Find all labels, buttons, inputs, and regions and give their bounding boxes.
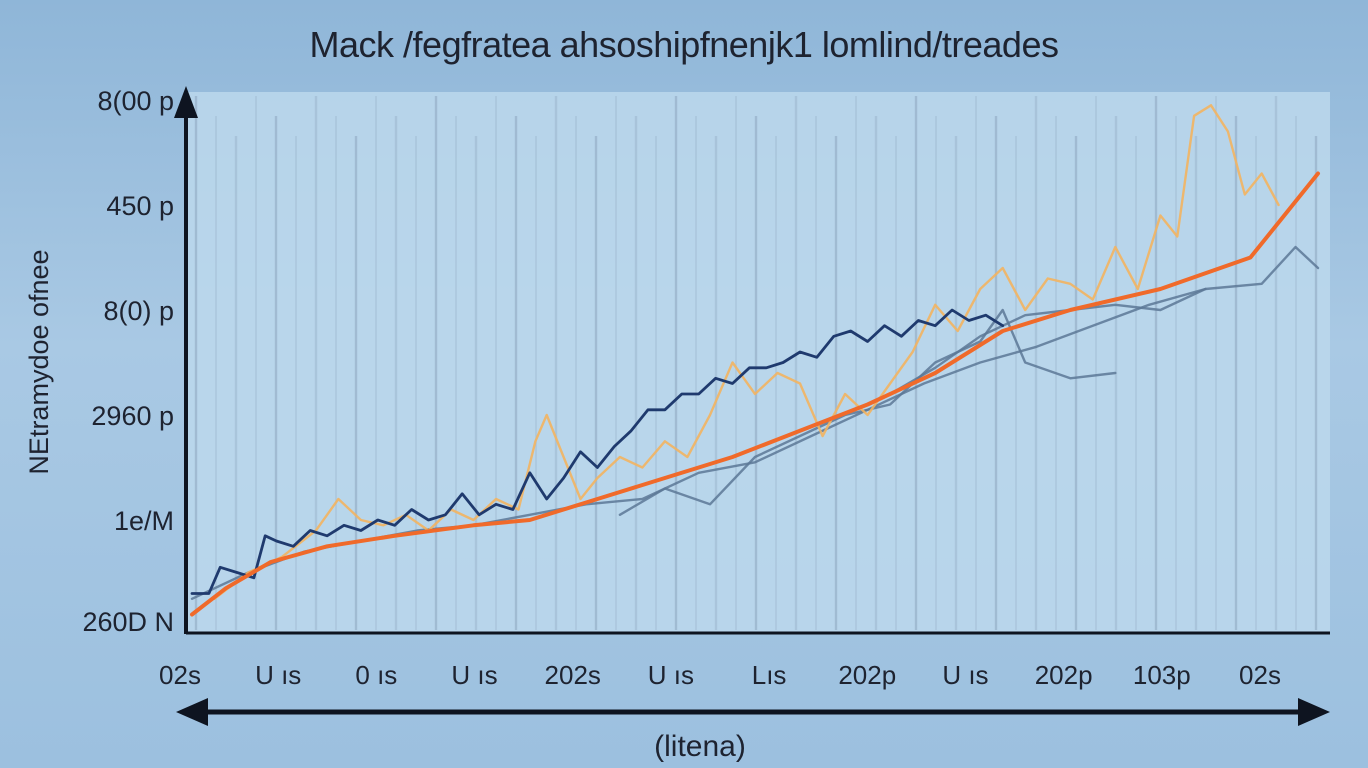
x-tick-label: U ıs [255,660,301,690]
series-line-navy [190,308,1005,595]
y-axis-arrow-icon [174,86,198,118]
x-tick-label: U ıs [648,660,694,690]
series-line-gray-blue-3 [888,287,1207,396]
x-tick-label: 202p [1035,660,1093,690]
chart-title: Mack /fegfratea ahsoshipfnenjk1 lomlind/… [309,24,1059,65]
plot-area [188,92,1330,632]
y-tick-label: 8(0) p [103,296,174,326]
x-arrow-left-icon [176,698,208,726]
x-tick-label: 202s [545,660,601,690]
x-tick-label: 202p [838,660,896,690]
y-tick-label: 260D N [82,607,174,637]
series-group [190,104,1320,617]
y-tick-label: 450 p [106,191,174,221]
y-tick-labels: 260D N 1e/M 2960 p 8(0) p 450 p 8(00 p [82,86,174,637]
x-tick-label: U ıs [942,660,988,690]
x-tick-label: 103p [1133,660,1191,690]
y-axis-label: NEtramydoe ofnee [24,249,54,474]
x-tick-label: 02s [159,660,201,690]
x-tick-label: U ıs [451,660,497,690]
x-tick-label: 0 ıs [355,660,397,690]
x-axis-label: (litena) [654,730,746,763]
x-tick-labels: 02s U ıs 0 ıs U ıs 202s U ıs Lıs 202p U ıs 202p 10… [159,660,1281,690]
series-line-light-orange [213,104,1280,600]
x-arrow-right-icon [1298,698,1330,726]
y-tick-label: 1e/M [114,506,174,536]
y-tick-label: 8(00 p [97,86,174,116]
x-tick-label: Lıs [752,660,787,690]
y-tick-label: 2960 p [91,401,174,431]
x-tick-label: 02s [1239,660,1281,690]
series-line-orange-trend [190,171,1320,617]
vertical-gridlines [194,96,1318,630]
series-line-gray-blue-2 [618,308,1117,516]
